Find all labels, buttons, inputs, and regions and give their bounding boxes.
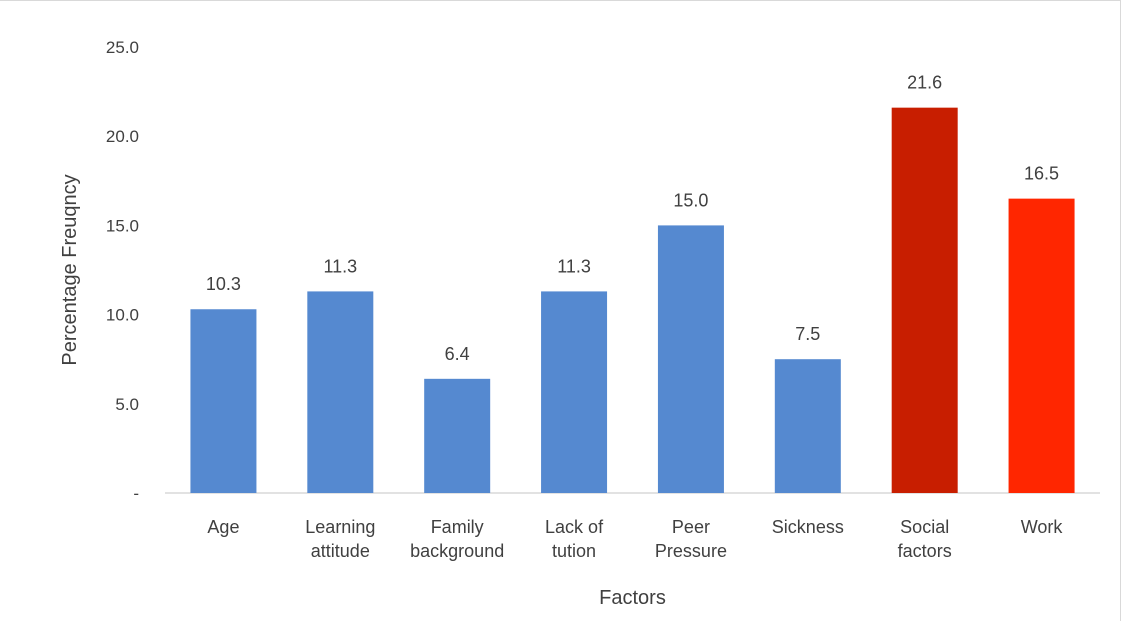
bar [424, 378, 491, 493]
y-tick-label: 5.0 [115, 395, 139, 414]
bars [190, 107, 1075, 493]
y-tick-label: - [133, 484, 139, 503]
x-tick-label: Peer Pressure [655, 517, 727, 561]
x-tick-label: Age [207, 517, 239, 537]
x-tick-label: Social factors [898, 517, 952, 561]
bar [657, 225, 724, 493]
bar [190, 309, 257, 493]
x-tick-label: Sickness [772, 517, 844, 537]
y-tick-label: 25.0 [106, 38, 139, 57]
bar [541, 291, 608, 493]
data-label: 7.5 [795, 324, 820, 344]
data-label: 11.3 [557, 256, 591, 276]
y-axis-ticks: - 5.0 10.0 15.0 20.0 25.0 [106, 38, 139, 503]
data-label: 11.3 [323, 256, 357, 276]
x-tick-label: Lack of tution [545, 517, 604, 561]
y-tick-label: 10.0 [106, 306, 139, 325]
bar [1008, 198, 1075, 493]
data-label: 15.0 [673, 190, 708, 210]
data-label: 21.6 [907, 73, 942, 93]
bar [774, 359, 841, 493]
data-label: 6.4 [445, 344, 470, 364]
y-tick-label: 15.0 [106, 216, 139, 235]
x-axis-title: Factors [599, 587, 666, 609]
bar [891, 107, 958, 493]
y-tick-label: 20.0 [106, 127, 139, 146]
bar [307, 291, 374, 493]
x-tick-label: Family background [410, 517, 504, 561]
data-label: 10.3 [206, 274, 241, 294]
data-labels: 10.3 11.3 6.4 11.3 15.0 7.5 21.6 16.5 [206, 73, 1059, 364]
x-axis-tick-labels: Age Learning attitude Family background Lack … [207, 517, 1063, 561]
y-axis-title: Percentage Freuqncy [59, 174, 81, 365]
x-tick-label: Work [1021, 517, 1064, 537]
data-label: 16.5 [1024, 164, 1059, 184]
x-tick-label: Learning attitude [305, 517, 375, 561]
